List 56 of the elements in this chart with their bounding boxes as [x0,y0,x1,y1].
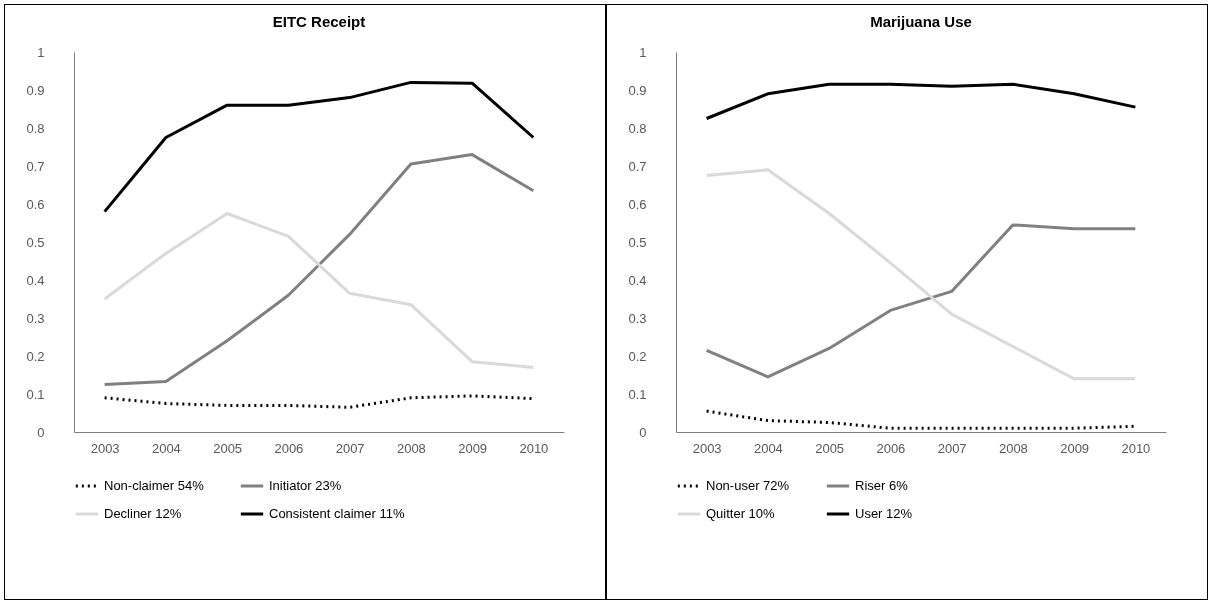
y-tick-label: 0.7 [26,158,45,174]
line-series [103,394,535,409]
x-tick-label: 2009 [458,440,488,456]
y-tick-label: 0.2 [628,348,647,364]
y-tick-label: 1 [37,44,45,60]
legend-label: Non-user 72% [706,478,790,493]
line-series [103,153,535,386]
x-tick-label: 2009 [1060,440,1090,456]
y-tick-label: 0.9 [628,82,647,98]
legend-label: Riser 6% [855,478,909,493]
y-tick-label: 0.9 [26,82,45,98]
legend-label: Consistent claimer 11% [269,506,406,521]
y-tick-label: 0.8 [26,120,45,136]
line-series [705,409,1137,430]
line-series [103,212,535,369]
x-tick-label: 2010 [519,440,549,456]
y-tick-label: 0.1 [26,386,45,402]
x-tick-label: 2006 [274,440,304,456]
chart-title: Marijuana Use [870,13,972,30]
chart-title: EITC Receipt [272,13,366,30]
legend-label: User 12% [855,506,913,521]
y-tick-label: 0.6 [628,196,647,212]
x-tick-label: 2007 [335,440,365,456]
y-tick-label: 0.6 [26,196,45,212]
legend-label: Non-claimer 54% [104,478,205,493]
x-tick-label: 2007 [937,440,967,456]
y-tick-label: 0.7 [628,158,647,174]
y-tick-label: 0.4 [628,272,647,288]
y-tick-label: 0.3 [628,310,647,326]
y-tick-label: 0.2 [26,348,45,364]
line-series [103,80,535,214]
y-tick-label: 0 [639,424,647,440]
x-tick-label: 2004 [753,440,783,456]
y-tick-label: 0.5 [26,234,45,250]
line-series [705,223,1137,379]
x-tick-label: 2005 [815,440,845,456]
x-tick-label: 2005 [213,440,243,456]
line-series [705,168,1137,381]
y-tick-label: 0.4 [26,272,45,288]
x-tick-label: 2008 [396,440,426,456]
y-tick-label: 0.3 [26,310,45,326]
line-series [705,82,1137,120]
y-tick-label: 0 [37,424,45,440]
y-tick-label: 1 [639,44,647,60]
legend-label: Decliner 12% [104,506,182,521]
x-tick-label: 2010 [1121,440,1151,456]
x-tick-label: 2003 [90,440,120,456]
y-tick-label: 0.1 [628,386,647,402]
y-tick-label: 0.8 [628,120,647,136]
legend-label: Initiator 23% [269,478,342,493]
x-tick-label: 2004 [151,440,181,456]
legend-label: Quitter 10% [706,506,776,521]
y-tick-label: 0.5 [628,234,647,250]
x-tick-label: 2003 [692,440,722,456]
x-tick-label: 2006 [876,440,906,456]
x-tick-label: 2008 [998,440,1028,456]
